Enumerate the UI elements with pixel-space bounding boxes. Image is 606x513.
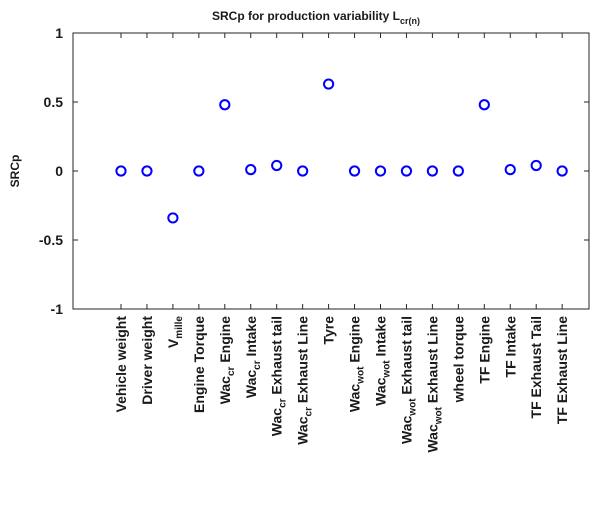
x-tick-label-subscript: cr — [252, 360, 263, 370]
x-tick-label: wheel torque — [450, 316, 466, 404]
data-point — [115, 165, 127, 177]
x-tick-label-subscript: mille — [174, 316, 185, 339]
x-tick-label-suffix: Exhaust tail — [398, 316, 414, 398]
x-tick-label: Waccr Exhaust tail — [269, 316, 289, 436]
x-tick-label-suffix: Exhaust Line — [424, 316, 440, 407]
x-tick-label: Wacwot Intake — [373, 316, 393, 406]
data-points — [115, 78, 568, 224]
x-tick-label: Waccr Engine — [217, 316, 237, 405]
x-tick-label-subscript: cr — [278, 398, 289, 408]
x-tick-label: Waccr Exhaust Line — [295, 316, 315, 445]
data-point — [193, 165, 205, 177]
x-tick-label: Vehicle weight — [113, 316, 129, 413]
x-tick-label: Wacwot Engine — [347, 316, 367, 412]
x-tick-label-suffix: Engine — [217, 316, 233, 367]
data-point — [271, 159, 283, 172]
y-tick-label: 0.5 — [44, 94, 64, 110]
x-tick-label-main: Wac — [243, 370, 259, 398]
x-tick-label-main: wheel torque — [450, 316, 466, 404]
data-point — [348, 165, 361, 177]
data-point — [323, 78, 335, 90]
x-tick-label: Driver weight — [139, 316, 155, 405]
x-tick-label: Engine Torque — [191, 316, 207, 413]
x-tick-label-main: Wac — [269, 408, 285, 436]
x-tick-label-main: Driver weight — [139, 316, 155, 405]
x-tick-label-suffix: Exhaust tail — [269, 316, 285, 398]
x-tick-label-subscript: cr — [226, 366, 237, 376]
data-point — [478, 99, 490, 111]
y-tick-label: -0.5 — [39, 232, 63, 248]
x-tick-label-suffix: Intake — [243, 316, 259, 361]
x-tick-label-subscript: wot — [382, 360, 393, 379]
x-axis: Vehicle weight Driver weight Vmille Engine … — [113, 33, 570, 453]
x-tick-label-main: Wac — [295, 416, 311, 444]
x-tick-label-main: TF Intake — [502, 316, 518, 378]
x-tick-label-main: V — [165, 338, 181, 348]
plot-area — [72, 32, 590, 310]
data-point — [374, 165, 387, 177]
x-tick-label-subscript: wot — [433, 406, 444, 425]
data-point — [426, 165, 438, 177]
chart-title: SRCp for production variability Lcr(n) — [212, 9, 420, 26]
x-tick-label-main: Tyre — [321, 316, 337, 345]
x-tick-label: Wacwot Exhaust tail — [398, 316, 418, 444]
x-tick-label-subscript: wot — [356, 366, 367, 385]
data-point — [141, 165, 153, 177]
data-point — [504, 164, 516, 176]
x-tick-label: TF Exhaust Tail — [528, 316, 544, 418]
x-tick-label-main: TF Exhaust Tail — [528, 316, 544, 418]
x-tick-label-subscript: cr — [304, 407, 315, 417]
x-tick-label: Tyre — [321, 316, 337, 345]
x-tick-label-suffix: Intake — [373, 316, 389, 361]
data-point — [452, 165, 464, 177]
x-tick-label: TF Engine — [476, 316, 492, 384]
x-tick-label-main: Wac — [398, 415, 414, 443]
y-tick-label: -1 — [51, 301, 64, 317]
x-tick-label-main: TF Engine — [476, 316, 492, 384]
x-tick-label-suffix: Engine — [347, 316, 363, 367]
x-tick-label: TF Intake — [502, 316, 518, 378]
y-tick-label: 1 — [55, 25, 63, 41]
x-tick-label: Waccr Intake — [243, 316, 263, 398]
chart-title-main: SRCp for production variability L — [212, 9, 400, 23]
data-point — [297, 165, 309, 177]
x-tick-label: Vmille — [165, 316, 185, 349]
y-axis: -1 -0.5 0 0.5 1 — [39, 25, 589, 317]
data-point — [530, 159, 542, 172]
x-tick-label-main: TF Exhaust Line — [554, 316, 570, 424]
x-tick-label-main: Wac — [373, 377, 389, 405]
x-tick-label-main: Wac — [217, 376, 233, 404]
y-axis-label: SRCp — [8, 155, 22, 188]
x-tick-label-main: Wac — [347, 384, 363, 412]
data-point — [167, 212, 179, 224]
x-tick-label-suffix: Exhaust Line — [295, 316, 311, 407]
y-tick-label: 0 — [55, 163, 63, 179]
x-tick-label: Wacwot Exhaust Line — [424, 316, 444, 453]
x-tick-label: TF Exhaust Line — [554, 316, 570, 424]
data-point — [219, 99, 231, 111]
chart-title-subscript: cr(n) — [400, 16, 420, 26]
x-tick-label-main: Vehicle weight — [113, 316, 129, 413]
x-tick-label-subscript: wot — [407, 398, 418, 417]
data-point — [556, 165, 568, 177]
data-point — [245, 164, 257, 176]
x-tick-label-main: Engine Torque — [191, 316, 207, 413]
data-point — [400, 165, 413, 177]
x-tick-label-main: Wac — [424, 424, 440, 452]
